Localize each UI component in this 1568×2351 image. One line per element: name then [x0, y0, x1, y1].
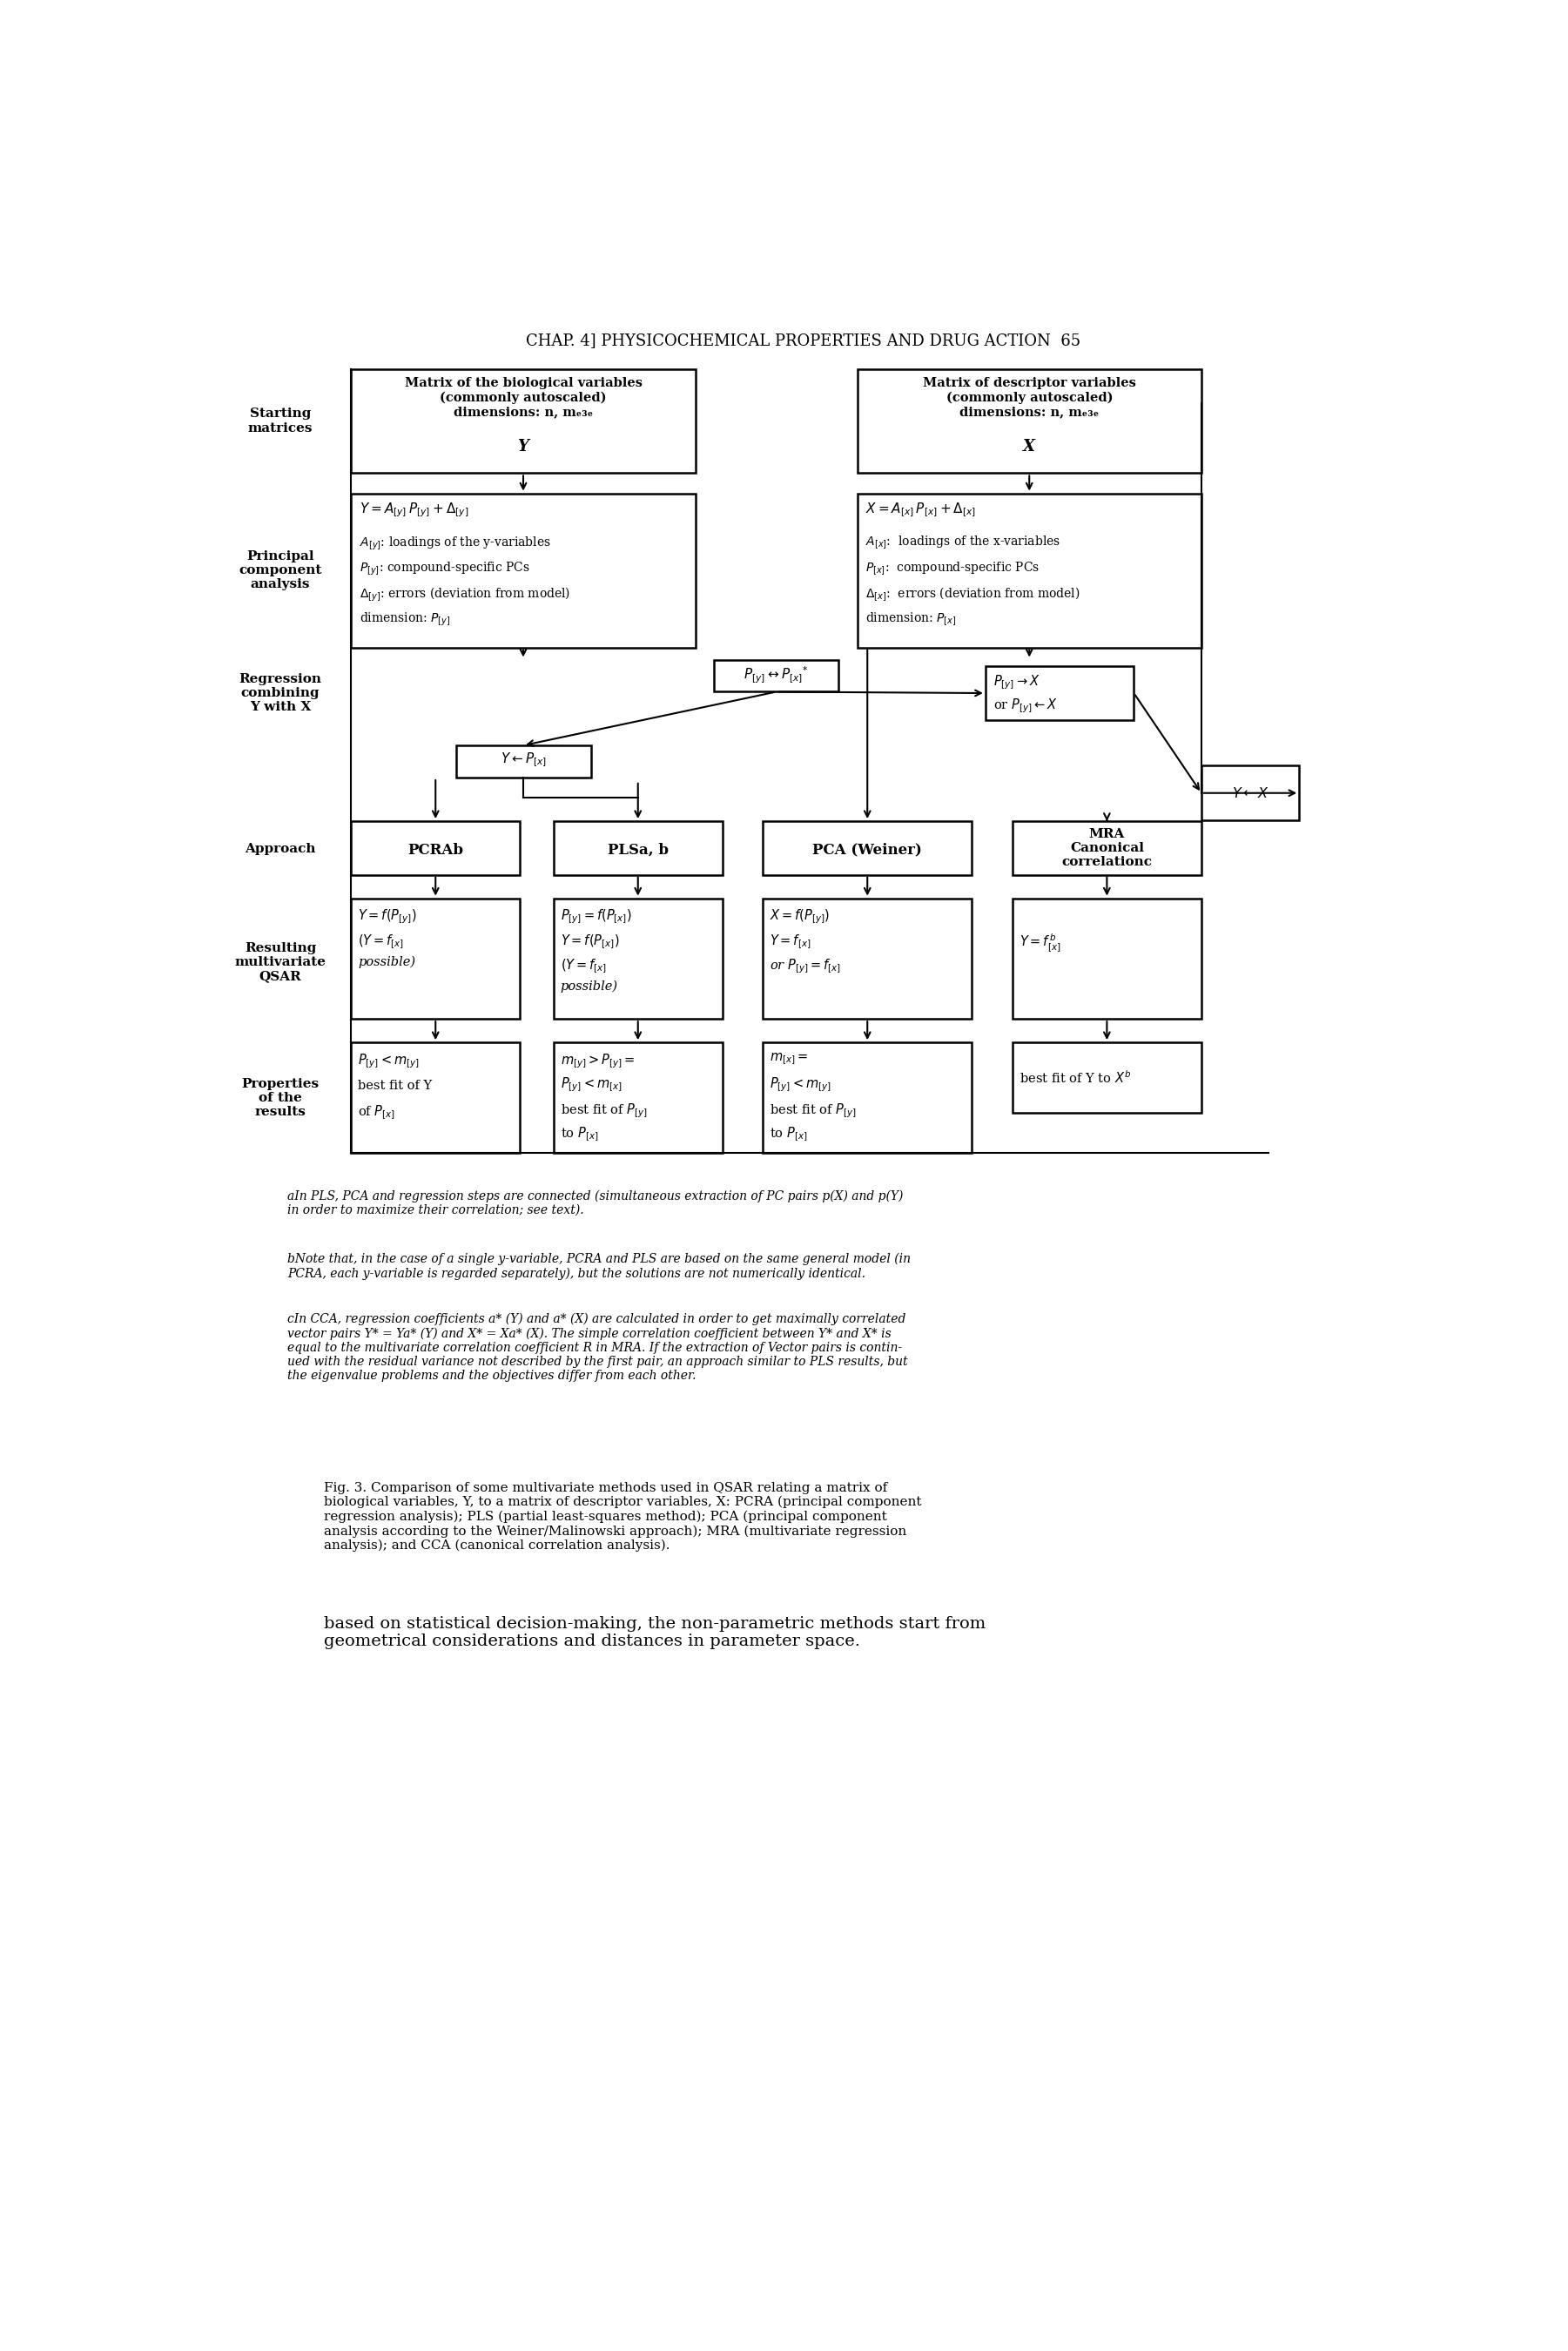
Text: $P_{[y]} \rightarrow X$: $P_{[y]} \rightarrow X$: [994, 672, 1040, 691]
Text: Regression
combining
Y with X: Regression combining Y with X: [238, 672, 321, 712]
Text: to $P_{[x]}$: to $P_{[x]}$: [770, 1126, 808, 1143]
Bar: [858, 494, 1201, 647]
Text: or $P_{[y]} = f_{[x]}$: or $P_{[y]} = f_{[x]}$: [770, 957, 840, 976]
Text: Matrix of the biological variables
(commonly autoscaled)
dimensions: n, mₑ₃ₑ: Matrix of the biological variables (comm…: [405, 376, 641, 418]
Bar: [1013, 820, 1201, 875]
Bar: [762, 898, 972, 1018]
Text: $P_{[y]} < m_{[x]}$: $P_{[y]} < m_{[x]}$: [560, 1077, 622, 1093]
Text: Properties
of the
results: Properties of the results: [241, 1077, 320, 1119]
Bar: [1013, 1041, 1201, 1112]
Text: Matrix of descriptor variables
(commonly autoscaled)
dimensions: n, mₑ₃ₑ: Matrix of descriptor variables (commonly…: [922, 376, 1135, 418]
Text: PCRAb: PCRAb: [408, 842, 464, 858]
Text: $Y \leftarrow X$: $Y \leftarrow X$: [1232, 785, 1269, 802]
Bar: [351, 494, 695, 647]
Bar: [456, 745, 591, 778]
Text: $P_{[y]} \leftrightarrow P_{[x]}{}^{*}$: $P_{[y]} \leftrightarrow P_{[x]}{}^{*}$: [743, 665, 809, 684]
Bar: [351, 820, 521, 875]
Text: best fit of $P_{[y]}$: best fit of $P_{[y]}$: [770, 1100, 856, 1119]
Text: or $P_{[y]} \leftarrow X$: or $P_{[y]} \leftarrow X$: [994, 698, 1058, 715]
Text: dimension: $P_{[x]}$: dimension: $P_{[x]}$: [866, 611, 956, 628]
Text: Starting
matrices: Starting matrices: [248, 407, 312, 435]
Text: $P_{[x]}$:  compound-specific PCs: $P_{[x]}$: compound-specific PCs: [866, 560, 1040, 576]
Text: Approach: Approach: [245, 842, 315, 856]
Text: $A_{[x]}$:  loadings of the x-variables: $A_{[x]}$: loadings of the x-variables: [866, 536, 1060, 552]
Text: $P_{[y]}$: compound-specific PCs: $P_{[y]}$: compound-specific PCs: [359, 560, 530, 578]
Text: $(Y = f_{[x]}$: $(Y = f_{[x]}$: [560, 957, 607, 976]
Text: $Y = f(P_{[y]})$: $Y = f(P_{[y]})$: [358, 907, 417, 926]
Text: $Y = f_{[x]}$: $Y = f_{[x]}$: [770, 933, 811, 950]
Text: based on statistical decision-making, the non-parametric methods start from
geom: based on statistical decision-making, th…: [325, 1615, 986, 1650]
Bar: [762, 820, 972, 875]
Text: CHAP. 4] PHYSICOCHEMICAL PROPERTIES AND DRUG ACTION  65: CHAP. 4] PHYSICOCHEMICAL PROPERTIES AND …: [525, 331, 1080, 348]
Text: bNote that, in the case of a single y-variable, PCRA and PLS are based on the sa: bNote that, in the case of a single y-va…: [287, 1253, 911, 1279]
Text: Fig. 3. Comparison of some multivariate methods used in QSAR relating a matrix o: Fig. 3. Comparison of some multivariate …: [325, 1481, 922, 1552]
Text: $P_{[y]} < m_{[y]}$: $P_{[y]} < m_{[y]}$: [770, 1077, 831, 1093]
Text: $P_{[y]} < m_{[y]}$: $P_{[y]} < m_{[y]}$: [358, 1051, 420, 1070]
Text: $X = f(P_{[y]})$: $X = f(P_{[y]})$: [770, 907, 829, 926]
Text: PLSa, b: PLSa, b: [607, 842, 668, 858]
Text: $(Y = f_{[x]}$: $(Y = f_{[x]}$: [358, 933, 405, 950]
Text: Principal
component
analysis: Principal component analysis: [238, 550, 321, 590]
Bar: [351, 369, 695, 473]
Text: MRA
Canonical
correlationc: MRA Canonical correlationc: [1062, 828, 1152, 868]
Text: $m_{[x]} =$: $m_{[x]} =$: [770, 1051, 808, 1067]
Bar: [351, 1041, 521, 1152]
Text: possible): possible): [358, 957, 416, 969]
Bar: [985, 665, 1134, 719]
Bar: [554, 898, 723, 1018]
Text: dimension: $P_{[y]}$: dimension: $P_{[y]}$: [359, 611, 450, 628]
Text: best fit of $P_{[y]}$: best fit of $P_{[y]}$: [560, 1100, 648, 1119]
Bar: [713, 661, 839, 691]
Text: $X = A_{[x]}\,P_{[x]} + \Delta_{[x]}$: $X = A_{[x]}\,P_{[x]} + \Delta_{[x]}$: [866, 501, 975, 520]
Bar: [858, 369, 1201, 473]
Text: $m_{[y]} > P_{[y]} =$: $m_{[y]} > P_{[y]} =$: [560, 1051, 635, 1070]
Text: of $P_{[x]}$: of $P_{[x]}$: [358, 1105, 395, 1121]
Text: $Y \leftarrow P_{[x]}$: $Y \leftarrow P_{[x]}$: [500, 750, 546, 769]
Text: best fit of Y: best fit of Y: [358, 1079, 433, 1091]
Bar: [1013, 898, 1201, 1018]
Text: $A_{[y]}$: loadings of the y-variables: $A_{[y]}$: loadings of the y-variables: [359, 536, 550, 552]
Bar: [554, 1041, 723, 1152]
Text: aIn PLS, PCA and regression steps are connected (simultaneous extraction of PC p: aIn PLS, PCA and regression steps are co…: [287, 1190, 903, 1215]
Text: $Y = f(P_{[x]})$: $Y = f(P_{[x]})$: [560, 933, 619, 950]
Text: $Y = f_{[x]}^{\,b}$: $Y = f_{[x]}^{\,b}$: [1019, 931, 1060, 955]
Text: $\Delta_{[x]}$:  errors (deviation from model): $\Delta_{[x]}$: errors (deviation from m…: [866, 585, 1080, 604]
Bar: [762, 1041, 972, 1152]
Text: $P_{[y]} = f(P_{[x]})$: $P_{[y]} = f(P_{[x]})$: [560, 907, 632, 926]
Text: best fit of Y to $X^b$: best fit of Y to $X^b$: [1019, 1070, 1131, 1086]
Text: Y: Y: [517, 440, 528, 454]
Bar: [351, 898, 521, 1018]
Text: PCA (Weiner): PCA (Weiner): [812, 842, 922, 858]
Bar: [1201, 766, 1300, 820]
Text: X: X: [1024, 440, 1035, 454]
Text: Resulting
multivariate
QSAR: Resulting multivariate QSAR: [235, 943, 326, 983]
Text: possible): possible): [560, 980, 618, 992]
Text: to $P_{[x]}$: to $P_{[x]}$: [560, 1126, 597, 1143]
Text: $\Delta_{[y]}$: errors (deviation from model): $\Delta_{[y]}$: errors (deviation from m…: [359, 585, 571, 604]
Text: cIn CCA, regression coefficients a* (Y) and a* (X) are calculated in order to ge: cIn CCA, regression coefficients a* (Y) …: [287, 1312, 908, 1382]
Bar: [554, 820, 723, 875]
Text: $Y = A_{[y]}\,P_{[y]} + \Delta_{[y]}$: $Y = A_{[y]}\,P_{[y]} + \Delta_{[y]}$: [359, 501, 469, 520]
